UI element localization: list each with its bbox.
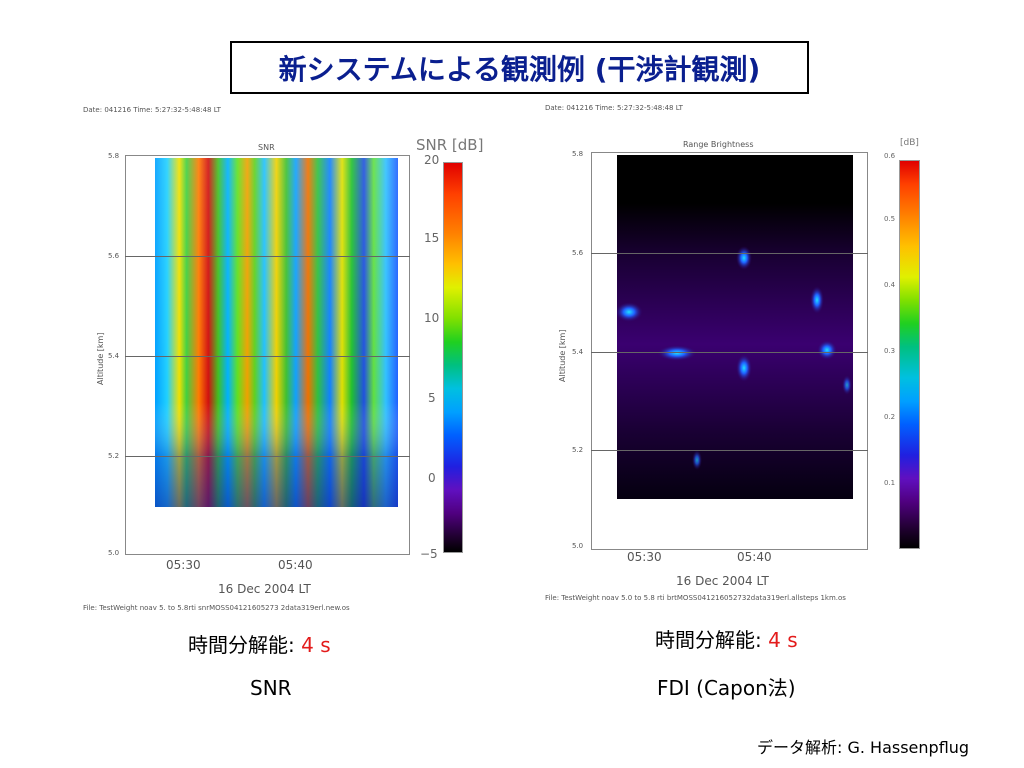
right-gridline [591, 450, 868, 451]
right-header: Date: 041216 Time: 5:27:32-5:48:48 LT [545, 104, 683, 112]
right-x-label: 16 Dec 2004 LT [676, 574, 769, 588]
left-gridline [125, 356, 410, 357]
right-x-tick: 05:40 [737, 550, 772, 564]
right-plot-title: Range Brightness [683, 140, 754, 149]
right-footer: File: TestWeight noav 5.0 to 5.8 rti brt… [545, 594, 846, 602]
right-caption-name: FDI (Capon法) [657, 676, 796, 700]
left-snr-image [155, 158, 398, 507]
right-colorbar [899, 160, 920, 549]
right-y-tick: 5.8 [572, 150, 584, 158]
right-cb-tick: 0.2 [884, 413, 896, 421]
left-cb-tick: 10 [424, 311, 440, 325]
left-plot-title: SNR [258, 143, 275, 152]
left-gridline [125, 256, 410, 257]
left-gridline [125, 456, 410, 457]
left-x-tick: 05:40 [278, 558, 313, 572]
left-caption-prefix: 時間分解能: [188, 633, 295, 657]
left-y-tick: 5.2 [108, 452, 120, 460]
left-cb-tick: 15 [424, 231, 440, 245]
right-cb-tick: 0.6 [884, 152, 896, 160]
left-cb-tick: 20 [424, 153, 440, 167]
right-x-tick: 05:30 [627, 550, 662, 564]
right-y-tick: 5.2 [572, 446, 584, 454]
left-y-axis-label: Altitude [km] [96, 332, 105, 385]
left-cb-tick: 5 [428, 391, 436, 405]
right-caption-value: 4 s [768, 628, 798, 652]
right-cb-tick: 0.1 [884, 479, 896, 487]
left-caption-value: 4 s [301, 633, 331, 657]
right-y-tick: 5.6 [572, 249, 584, 257]
right-gridline [591, 352, 868, 353]
right-caption-line: 時間分解能: 4 s [655, 624, 798, 653]
left-caption-line: 時間分解能: 4 s [188, 629, 331, 658]
right-y-axis-label: Altitude [km] [558, 329, 567, 382]
left-y-tick: 5.6 [108, 252, 120, 260]
right-brightness-image [617, 155, 853, 499]
left-blank-area [155, 507, 398, 553]
left-y-tick: 5.0 [108, 549, 120, 557]
right-y-tick: 5.4 [572, 348, 584, 356]
left-footer: File: TestWeight noav 5. to 5.8rti snrMO… [83, 604, 350, 612]
left-x-label: 16 Dec 2004 LT [218, 582, 311, 596]
right-gridline [591, 253, 868, 254]
right-cb-tick: 0.4 [884, 281, 896, 289]
right-cb-tick: 0.3 [884, 347, 896, 355]
left-x-tick: 05:30 [166, 558, 201, 572]
left-colorbar-label: SNR [dB] [416, 136, 484, 154]
left-y-tick: 5.4 [108, 352, 120, 360]
left-y-tick: 5.8 [108, 152, 120, 160]
left-plot-frame [125, 155, 410, 555]
right-colorbar-label: [dB] [900, 138, 919, 148]
right-caption-prefix: 時間分解能: [655, 628, 762, 652]
slide-title: 新システムによる観測例 (干渉計観測) [230, 41, 809, 94]
right-y-tick: 5.0 [572, 542, 584, 550]
right-plot-frame [591, 152, 868, 550]
right-cb-tick: 0.5 [884, 215, 896, 223]
data-analysis-credit: データ解析: G. Hassenpflug [757, 738, 970, 757]
left-colorbar [443, 162, 463, 553]
left-header: Date: 041216 Time: 5:27:32-5:48:48 LT [83, 106, 221, 114]
left-cb-tick: −5 [420, 547, 438, 561]
left-cb-tick: 0 [428, 471, 436, 485]
left-caption-name: SNR [250, 676, 292, 700]
